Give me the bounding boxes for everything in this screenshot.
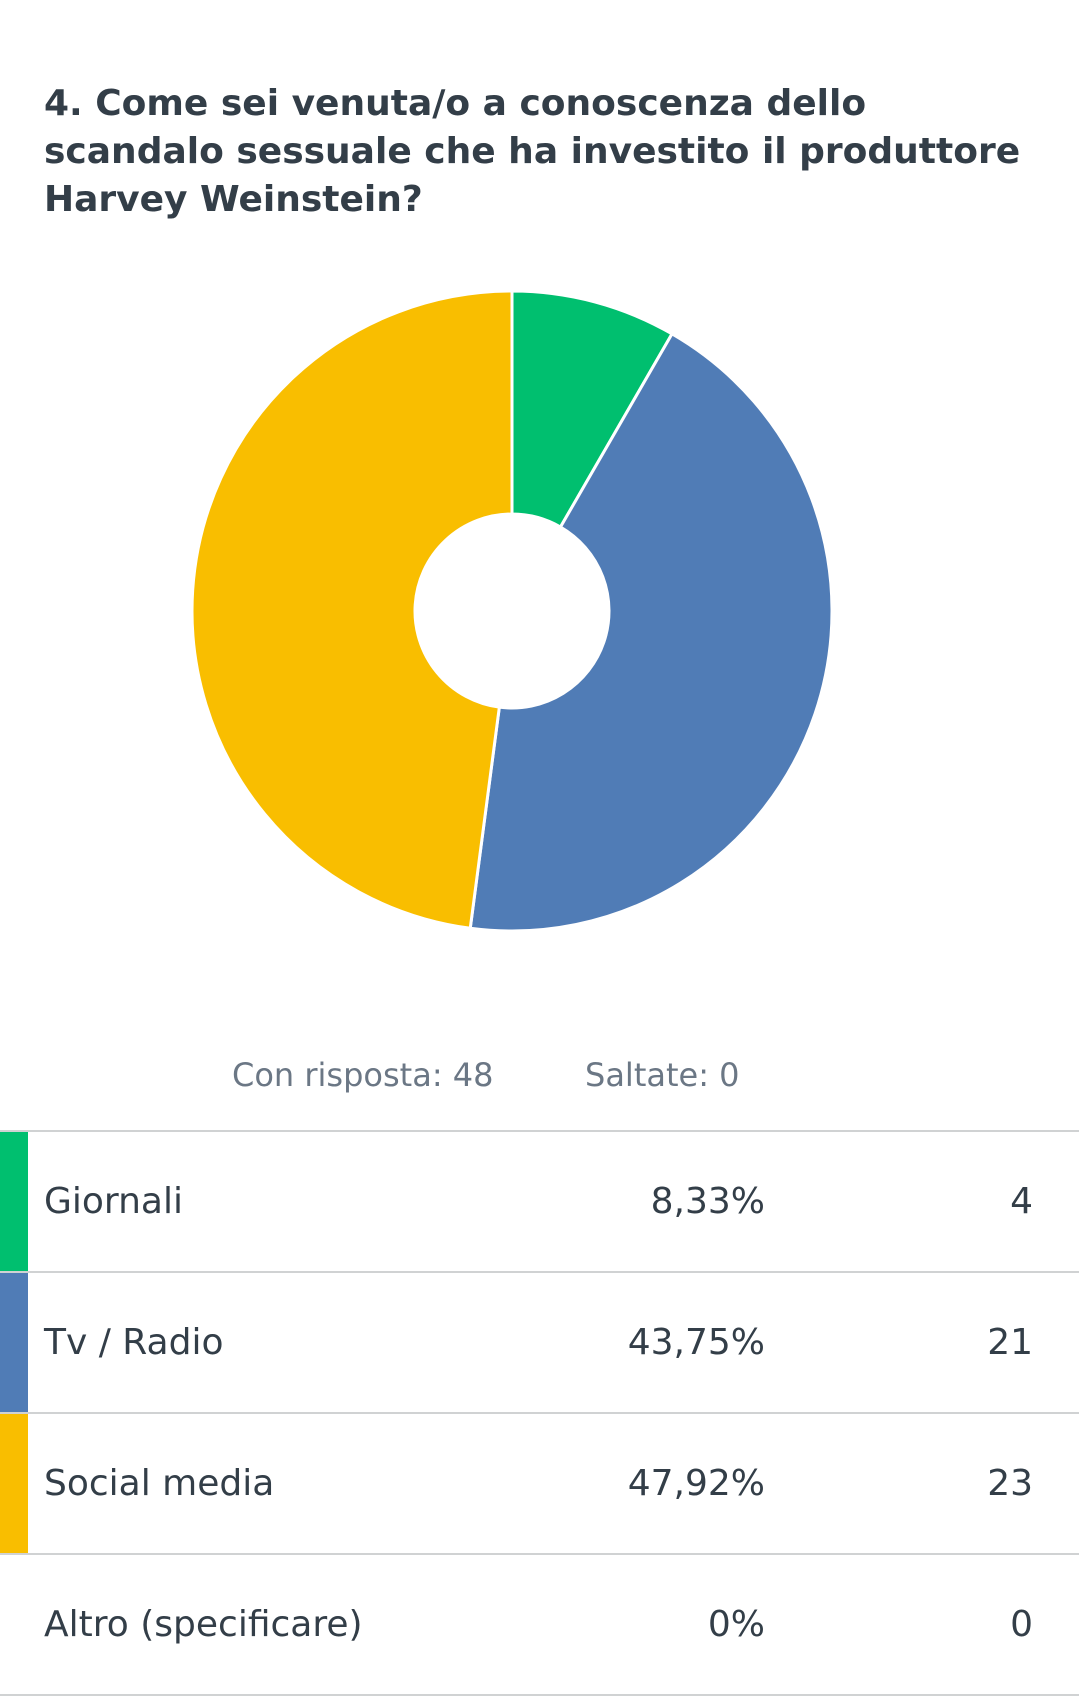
answers-table: Giornali 8,33% 4 Tv / Radio 43,75% 21 So… bbox=[0, 1130, 1079, 1696]
skipped-value: 0 bbox=[719, 1056, 740, 1094]
color-swatch bbox=[0, 1132, 28, 1271]
donut-slice-social-media bbox=[190, 289, 514, 930]
donut-slice-giornali bbox=[510, 289, 675, 530]
question-title: 4. Come sei venuta/o a conoscenza dello … bbox=[44, 83, 1021, 220]
answered-stat: Con risposta: 48 bbox=[232, 1056, 493, 1094]
color-swatch bbox=[0, 1414, 28, 1553]
color-swatch bbox=[0, 1555, 28, 1694]
answer-count: 23 bbox=[987, 1463, 1033, 1504]
answer-label: Altro (specificare) bbox=[44, 1604, 363, 1645]
color-swatch bbox=[0, 1273, 28, 1412]
answer-row-altro: Altro (specificare) 0% 0 bbox=[0, 1555, 1079, 1696]
answer-percent: 8,33% bbox=[650, 1181, 765, 1222]
answer-label: Giornali bbox=[44, 1181, 183, 1222]
answer-row-giornali: Giornali 8,33% 4 bbox=[0, 1132, 1079, 1273]
answer-row-tv-radio: Tv / Radio 43,75% 21 bbox=[0, 1273, 1079, 1414]
donut-chart bbox=[190, 289, 834, 933]
donut-slice-tv-radio bbox=[468, 331, 834, 933]
answer-percent: 47,92% bbox=[627, 1463, 765, 1504]
response-stats: Con risposta: 48 Saltate: 0 bbox=[0, 1056, 1079, 1100]
answer-row-social-media: Social media 47,92% 23 bbox=[0, 1414, 1079, 1555]
answer-percent: 0% bbox=[707, 1604, 765, 1645]
answered-label: Con risposta: bbox=[232, 1056, 443, 1094]
answer-label: Social media bbox=[44, 1463, 275, 1504]
answer-count: 0 bbox=[1010, 1604, 1033, 1645]
answer-percent: 43,75% bbox=[627, 1322, 765, 1363]
answer-count: 4 bbox=[1010, 1181, 1033, 1222]
answer-count: 21 bbox=[987, 1322, 1033, 1363]
answer-label: Tv / Radio bbox=[44, 1322, 224, 1363]
answered-value: 48 bbox=[452, 1056, 494, 1094]
skipped-label: Saltate: bbox=[585, 1056, 709, 1094]
skipped-stat: Saltate: 0 bbox=[585, 1056, 740, 1094]
